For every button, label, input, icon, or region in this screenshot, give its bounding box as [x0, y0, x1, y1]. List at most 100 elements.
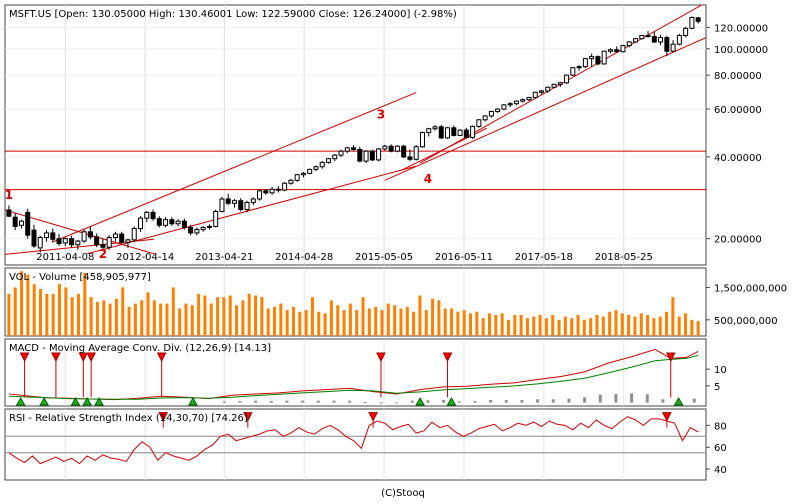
sell-triangle [78, 352, 89, 363]
volume-bar [291, 306, 295, 336]
candle-down [56, 238, 62, 244]
candle-down [351, 147, 357, 150]
volume-y-tick-label: 500,000,000 [714, 316, 778, 327]
volume-bar [481, 318, 485, 336]
candle-down [645, 34, 651, 38]
sell-triangle [156, 352, 167, 363]
volume-bar [380, 310, 384, 336]
volume-bar [228, 295, 232, 336]
price-y-tick-label: 40.00000 [714, 153, 762, 164]
volume-panel: 1,500,000,000 500,000,000 VOL - Volume [45… [4, 267, 787, 337]
macd-histogram-bar [238, 400, 242, 403]
volume-bar [216, 297, 220, 336]
candle-down [6, 209, 12, 217]
rsi-marker-triangle [368, 412, 378, 422]
volume-bar [608, 311, 612, 336]
volume-bar [696, 321, 700, 336]
volume-bar [64, 287, 68, 336]
rsi-series-line [8, 416, 699, 465]
macd-histogram-bar [348, 400, 352, 403]
wave-annotation: 2 [99, 247, 107, 261]
rsi-panel-title: RSI - Relative Strength Index (14,30,70)… [9, 413, 248, 424]
macd-histogram-bar [598, 394, 602, 403]
candle-down [150, 211, 156, 220]
volume-bar [45, 293, 49, 336]
candle-up [363, 150, 369, 162]
candle-up [539, 90, 545, 93]
macd-histogram-bar [630, 393, 634, 403]
trend-line [87, 165, 417, 255]
candle-up [313, 166, 319, 170]
candle-up [426, 128, 432, 133]
candle-down [463, 129, 469, 138]
macd-histogram-bar [332, 400, 336, 403]
sell-triangle [665, 352, 676, 363]
volume-bar [310, 297, 314, 336]
volume-bar [450, 308, 454, 336]
candle-up [106, 237, 112, 248]
candle-up [526, 96, 532, 101]
wave-annotation: 3 [377, 107, 385, 121]
volume-bar [209, 303, 213, 336]
candle-up [112, 233, 118, 239]
macd-histogram-bar [269, 400, 273, 403]
volume-bar [532, 316, 536, 336]
rsi-y-tick-label: 40 [714, 465, 727, 476]
sell-triangle [51, 352, 61, 363]
volume-bar [462, 310, 466, 336]
volume-bar [652, 318, 656, 336]
macd-histogram-bar [254, 400, 258, 403]
price-panel: 2011-04-08 2012-04-14 2013-04-21 2014-04-28… [4, 4, 768, 266]
candle-up [257, 190, 263, 200]
buy-triangle [70, 396, 81, 406]
volume-bar [494, 314, 498, 336]
volume-bar [76, 293, 80, 336]
candle-up [570, 67, 576, 76]
volume-bar [39, 289, 43, 336]
volume-bar [412, 311, 416, 336]
volume-bar [576, 314, 580, 336]
candle-down [275, 188, 281, 191]
volume-bar [456, 311, 460, 336]
macd-histogram-bar [316, 400, 320, 403]
candle-down [238, 200, 244, 211]
macd-histogram-bar [661, 399, 665, 403]
macd-histogram-bar [645, 394, 649, 403]
volume-bar [418, 295, 422, 336]
volume-bar [146, 292, 150, 336]
candle-up [18, 220, 24, 226]
candle-up [683, 27, 689, 36]
candle-up [589, 56, 595, 60]
wave-annotation: 4 [424, 172, 432, 186]
volume-bar [557, 319, 561, 336]
volume-bar [475, 311, 479, 336]
candle-down [407, 156, 413, 160]
volume-bar [361, 297, 365, 336]
candle-up [382, 145, 388, 150]
candle-up [338, 150, 344, 156]
volume-bar [513, 314, 517, 336]
buy-triangle [94, 396, 104, 406]
sell-triangle [376, 352, 386, 363]
macd-panel-title: MACD - Moving Average Conv. Div. (12,26,… [9, 343, 271, 354]
macd-series-line [8, 354, 699, 400]
volume-bar [595, 314, 599, 336]
price-y-tick-label: 20.00000 [714, 235, 762, 246]
volume-bar [646, 314, 650, 336]
candle-up [138, 217, 144, 230]
candle-up [75, 240, 81, 246]
candle-up [175, 220, 181, 225]
volume-bar [266, 308, 270, 336]
candle-up [601, 50, 607, 65]
volume-bar [620, 313, 624, 336]
volume-bar [165, 303, 169, 336]
candle-up [206, 225, 212, 228]
volume-bar [633, 316, 637, 336]
macd-histogram-bar [692, 398, 696, 403]
buy-triangle [39, 396, 50, 406]
volume-bar [203, 295, 207, 336]
volume-bar [551, 314, 555, 336]
volume-bar [367, 308, 371, 336]
macd-histogram-bar [473, 400, 477, 403]
x-tick-label: 2011-04-08 [36, 252, 94, 263]
